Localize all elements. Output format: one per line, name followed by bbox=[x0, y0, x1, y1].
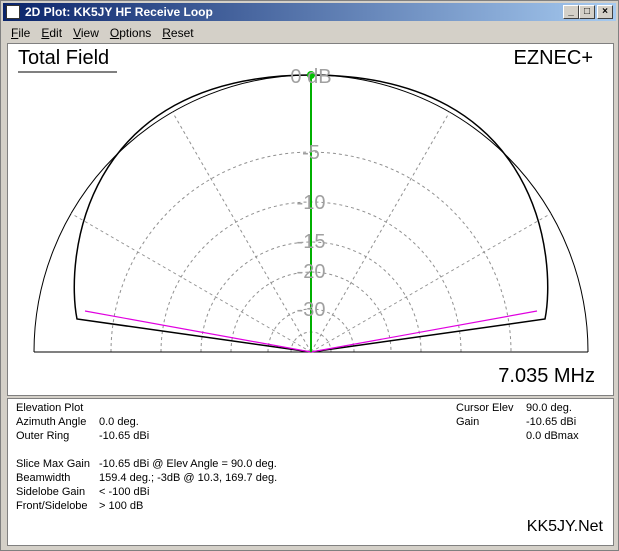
menu-item[interactable]: View bbox=[73, 26, 99, 40]
minimize-button[interactable]: _ bbox=[563, 5, 579, 19]
grid-spoke bbox=[172, 111, 312, 353]
grid-spoke bbox=[310, 213, 552, 353]
beamwidth-line bbox=[84, 310, 312, 353]
info-label: Elevation Plot bbox=[16, 402, 84, 414]
info-value: -10.65 dBi bbox=[99, 430, 150, 442]
info-label: Outer Ring bbox=[16, 430, 70, 442]
menu-item[interactable]: Reset bbox=[162, 26, 194, 40]
brand: EZNEC+ bbox=[514, 47, 593, 69]
info-label: Gain bbox=[456, 416, 480, 428]
ring-label: -10 bbox=[297, 192, 326, 214]
close-button[interactable]: × bbox=[597, 5, 613, 19]
info-label: Cursor Elev bbox=[456, 402, 514, 414]
info-label: Sidelobe Gain bbox=[16, 486, 86, 498]
menu-item[interactable]: Edit bbox=[41, 26, 63, 40]
plot-area: 0 dB -5 -10 -15 -20 -30 Total Field EZNEC+ 7.… bbox=[7, 43, 614, 396]
menu-item[interactable]: Options bbox=[109, 26, 152, 40]
ring-label: 0 dB bbox=[290, 66, 331, 88]
info-value: 0.0 deg. bbox=[99, 416, 139, 428]
grid-spoke bbox=[310, 111, 450, 353]
ring-label: -5 bbox=[302, 142, 320, 164]
frequency: 7.035 MHz bbox=[498, 365, 595, 387]
cursor-dot bbox=[307, 71, 315, 79]
info-value: 159.4 deg.; -3dB @ 10.3, 169.7 deg. bbox=[99, 472, 278, 484]
title-bar: 2D Plot: KK5JY HF Receive Loop _ □ × bbox=[3, 3, 616, 21]
window-title: 2D Plot: KK5JY HF Receive Loop bbox=[25, 5, 213, 19]
polar-plot: 0 dB -5 -10 -15 -20 -30 Total Field EZNEC+ 7.… bbox=[18, 47, 595, 387]
menu-bar: File Edit View Options Reset bbox=[5, 24, 199, 42]
ring-label: -15 bbox=[297, 231, 326, 253]
grid-spoke bbox=[70, 213, 312, 353]
site-label: KK5JY.Net bbox=[526, 518, 603, 535]
info-label: Beamwidth bbox=[16, 472, 71, 484]
ring-labels: 0 dB -5 -10 -15 -20 -30 bbox=[290, 66, 331, 321]
info-value: -10.65 dBi bbox=[526, 416, 577, 428]
info-panel: Elevation Plot Azimuth Angle 0.0 deg. Outer… bbox=[7, 398, 614, 546]
beamwidth-line bbox=[310, 310, 538, 353]
info-value: > 100 dB bbox=[99, 500, 144, 512]
info-value: 90.0 deg. bbox=[526, 402, 572, 414]
plot-heading: Total Field bbox=[18, 47, 109, 69]
info-value: -10.65 dBi @ Elev Angle = 90.0 deg. bbox=[99, 458, 277, 470]
info-value: < -100 dBi bbox=[99, 486, 150, 498]
ring-label: -30 bbox=[297, 299, 326, 321]
info-label: Front/Sidelobe bbox=[16, 500, 88, 512]
app-icon bbox=[6, 5, 20, 19]
info-value: 0.0 dBmax bbox=[526, 430, 579, 442]
menu-item[interactable]: File bbox=[11, 26, 31, 40]
info-label: Azimuth Angle bbox=[16, 416, 87, 428]
maximize-button[interactable]: □ bbox=[579, 5, 595, 19]
grid-ring bbox=[230, 271, 392, 353]
info-label: Slice Max Gain bbox=[16, 458, 90, 470]
ring-label: -20 bbox=[297, 261, 326, 283]
